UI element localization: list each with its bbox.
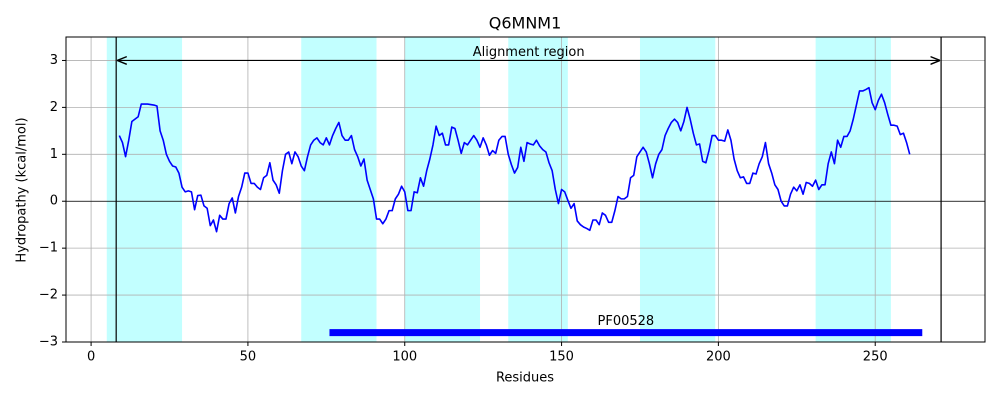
y-tick-label: 1 xyxy=(50,147,58,162)
x-tick-label: 250 xyxy=(863,350,888,365)
region-band xyxy=(815,37,891,342)
region-band xyxy=(106,37,183,342)
x-tick-label: 150 xyxy=(549,350,574,365)
plot-frame xyxy=(65,36,986,343)
y-tick-label: 2 xyxy=(50,100,58,115)
domain-label: PF00528 xyxy=(598,314,655,329)
y-tick-label: 3 xyxy=(50,53,58,68)
x-tick-label: 200 xyxy=(706,350,731,365)
alignment-label: Alignment region xyxy=(473,45,585,60)
x-tick-label: 0 xyxy=(87,350,95,365)
region-band xyxy=(508,37,568,342)
y-tick-label: −2 xyxy=(39,288,58,303)
region-band xyxy=(639,37,716,342)
y-tick-label: −3 xyxy=(39,335,58,350)
y-axis-label: Hydropathy (kcal/mol) xyxy=(15,117,30,262)
chart-title: Q6MNM1 xyxy=(489,14,562,33)
y-tick-label: −1 xyxy=(39,241,58,256)
hydropathy-line xyxy=(118,86,911,233)
region-band xyxy=(404,37,481,342)
x-tick-label: 50 xyxy=(240,350,257,365)
region-band xyxy=(301,37,377,342)
domain-bar xyxy=(329,329,923,337)
x-tick-label: 100 xyxy=(392,350,417,365)
y-tick-label: 0 xyxy=(50,194,58,209)
x-axis-label: Residues xyxy=(496,371,554,386)
plot-area: 0 50 100 150 200 250 −3 −2 −1 0 1 2 3 Alignment regio… xyxy=(39,36,986,365)
